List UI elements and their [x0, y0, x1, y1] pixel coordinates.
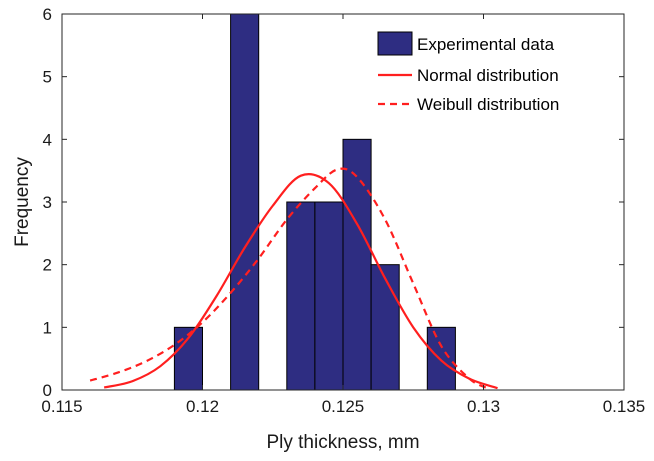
bar-3 — [314, 201, 344, 391]
normal-distribution-curve — [103, 173, 498, 390]
legend-swatch-experimental — [377, 31, 413, 56]
y-tick-label: 0 — [43, 381, 52, 400]
legend: Experimental data Normal distribution We… — [377, 31, 559, 114]
bar-4 — [342, 138, 372, 391]
x-tick-label: 0.12 — [186, 397, 219, 416]
x-tick-label: 0.135 — [603, 397, 646, 416]
y-axis-ticks: 0 1 2 3 4 5 6 — [43, 5, 624, 400]
bar-6 — [426, 326, 456, 391]
x-axis-label: Ply thickness, mm — [266, 432, 419, 453]
legend-label-experimental: Experimental data — [417, 35, 555, 54]
y-tick-label: 4 — [43, 130, 52, 149]
y-tick-label: 5 — [43, 68, 52, 87]
x-tick-label: 0.13 — [467, 397, 500, 416]
y-tick-label: 3 — [43, 193, 52, 212]
bars-layer — [173, 13, 456, 391]
x-tick-label: 0.125 — [322, 397, 365, 416]
y-tick-label: 6 — [43, 5, 52, 24]
x-tick-label: 0.115 — [41, 397, 82, 416]
bar-5 — [370, 264, 400, 391]
legend-label-weibull: Weibull distribution — [417, 95, 559, 114]
legend-label-normal: Normal distribution — [417, 66, 559, 85]
weibull-distribution-curve — [89, 167, 490, 390]
x-axis-ticks: 0.115 0.12 0.125 0.13 0.135 — [41, 14, 645, 416]
y-axis-label: Frequency — [12, 157, 33, 247]
curves-layer — [89, 167, 498, 390]
y-tick-label: 1 — [43, 318, 52, 337]
bar-1 — [230, 13, 260, 391]
y-tick-label: 2 — [43, 256, 52, 275]
bar-2 — [286, 201, 316, 391]
